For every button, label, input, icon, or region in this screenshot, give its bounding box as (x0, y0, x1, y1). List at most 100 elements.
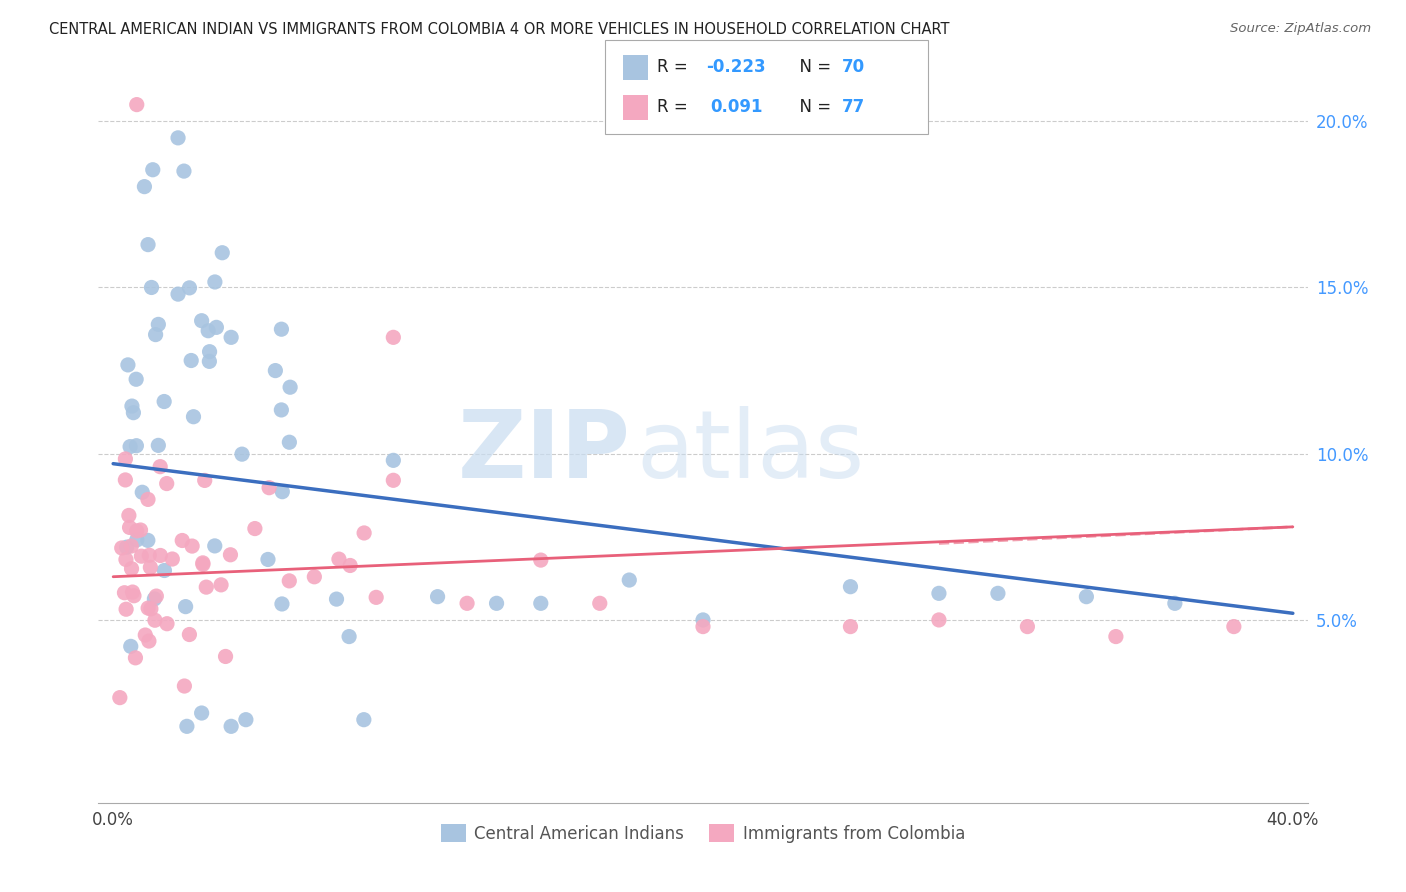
Point (179, 281, 201, 295)
Point (120, 640, 142, 654)
Point (125, 524, 148, 538)
Point (111, 541, 134, 555)
Point (148, 438, 170, 452)
Point (122, 589, 145, 603)
Point (928, 613, 950, 627)
Point (337, 630, 360, 644)
Point (172, 533, 194, 548)
Point (145, 589, 167, 603)
Point (339, 558, 361, 573)
Point (129, 523, 152, 537)
Point (692, 613, 714, 627)
Point (214, 649, 236, 664)
Point (141, 280, 163, 294)
Point (839, 619, 862, 633)
Point (162, 552, 184, 566)
Point (692, 619, 714, 633)
Point (1017, 619, 1039, 633)
Point (121, 585, 143, 599)
Point (114, 473, 136, 487)
Text: Source: ZipAtlas.com: Source: ZipAtlas.com (1230, 22, 1371, 36)
Point (209, 578, 232, 592)
Point (167, 287, 190, 301)
Point (257, 552, 280, 566)
Point (115, 602, 138, 616)
Point (426, 590, 449, 604)
Point (125, 372, 148, 386)
Point (139, 560, 162, 574)
Point (179, 627, 201, 641)
Point (131, 549, 153, 564)
Point (1164, 596, 1187, 610)
Point (382, 453, 405, 467)
Point (530, 553, 553, 567)
Point (143, 613, 166, 627)
Point (191, 558, 214, 572)
Point (156, 476, 179, 491)
Point (115, 540, 138, 554)
Point (167, 131, 190, 145)
Point (304, 570, 326, 584)
Point (195, 580, 218, 594)
Point (204, 539, 226, 553)
Point (198, 344, 221, 359)
Point (204, 275, 226, 289)
Point (114, 452, 136, 467)
Point (125, 97, 148, 112)
Point (125, 533, 148, 547)
Point (173, 164, 195, 178)
Point (138, 549, 160, 563)
Point (257, 481, 280, 495)
Point (278, 380, 301, 394)
Point (205, 320, 228, 334)
Point (325, 592, 347, 607)
Point (149, 459, 172, 474)
Point (181, 539, 204, 553)
Point (328, 552, 350, 566)
Text: 70: 70 (842, 58, 865, 76)
Text: 77: 77 (842, 98, 866, 116)
Point (197, 324, 219, 338)
Point (194, 474, 217, 488)
Point (121, 562, 143, 576)
Point (156, 616, 179, 631)
Point (235, 713, 257, 727)
Point (191, 556, 214, 570)
Point (270, 322, 292, 336)
Point (149, 549, 172, 563)
Point (219, 719, 242, 733)
Point (148, 318, 170, 332)
Point (382, 473, 405, 487)
Point (136, 492, 159, 507)
Point (134, 179, 156, 194)
Point (264, 363, 287, 377)
Text: N =: N = (789, 98, 837, 116)
Point (1105, 630, 1128, 644)
Point (173, 679, 195, 693)
Point (278, 574, 301, 588)
Point (231, 447, 253, 461)
Point (118, 508, 141, 523)
Text: atlas: atlas (637, 406, 865, 498)
Text: -0.223: -0.223 (706, 58, 765, 76)
Point (117, 358, 139, 372)
Text: N =: N = (789, 58, 837, 76)
Point (271, 597, 294, 611)
Point (278, 435, 301, 450)
Point (139, 602, 162, 616)
Point (839, 580, 862, 594)
Point (1223, 619, 1246, 633)
Legend: Central American Indians, Immigrants from Colombia: Central American Indians, Immigrants fro… (434, 818, 972, 849)
Text: CENTRAL AMERICAN INDIAN VS IMMIGRANTS FROM COLOMBIA 4 OR MORE VEHICLES IN HOUSEH: CENTRAL AMERICAN INDIAN VS IMMIGRANTS FR… (49, 22, 949, 37)
Text: 0.091: 0.091 (710, 98, 762, 116)
Point (115, 552, 138, 566)
Point (138, 634, 160, 648)
Point (136, 533, 159, 548)
Point (183, 409, 205, 424)
Point (143, 591, 166, 606)
Point (219, 548, 242, 562)
Point (121, 399, 143, 413)
Point (219, 330, 242, 344)
Point (243, 522, 266, 536)
Point (118, 520, 141, 534)
